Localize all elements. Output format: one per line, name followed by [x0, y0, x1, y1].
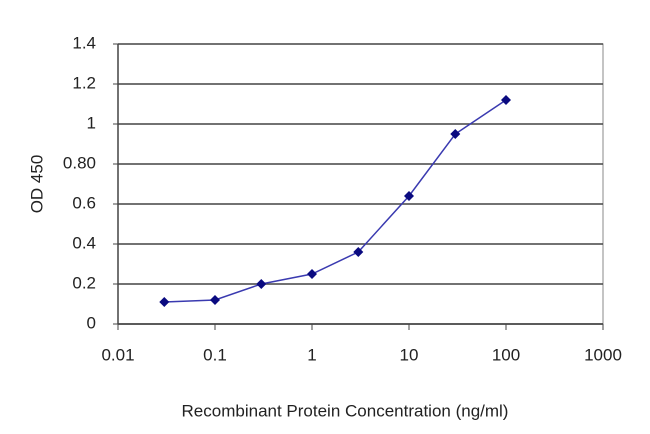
y-tick-label: 0.2 — [72, 273, 96, 292]
x-tick-label: 1000 — [584, 345, 622, 364]
x-axis-label: Recombinant Protein Concentration (ng/ml… — [182, 401, 509, 420]
data-point — [501, 95, 511, 105]
data-point — [159, 297, 170, 307]
y-tick-label: 1.2 — [72, 73, 96, 92]
x-tick-label: 10 — [400, 345, 419, 364]
x-tick-label: 100 — [492, 345, 520, 364]
data-point — [353, 247, 364, 257]
y-tick-label: 0.4 — [72, 233, 96, 252]
y-tick-label: 0.6 — [72, 193, 96, 212]
y-tick-label: 1.4 — [72, 33, 96, 52]
x-tick-label: 0.01 — [101, 345, 134, 364]
data-point — [210, 295, 220, 305]
data-point — [450, 129, 461, 139]
data-line — [164, 99, 507, 303]
data-point — [404, 191, 414, 201]
plot-area — [117, 43, 604, 325]
y-tick-label: 1 — [87, 113, 96, 132]
data-point — [307, 269, 317, 279]
y-axis-label: OD 450 — [27, 155, 46, 214]
x-tick-label: 1 — [307, 345, 316, 364]
data-point — [256, 279, 267, 289]
y-tick-label: 0 — [87, 313, 96, 332]
x-tick-label: 0.1 — [203, 345, 227, 364]
y-tick-label: 0.80 — [63, 153, 96, 172]
